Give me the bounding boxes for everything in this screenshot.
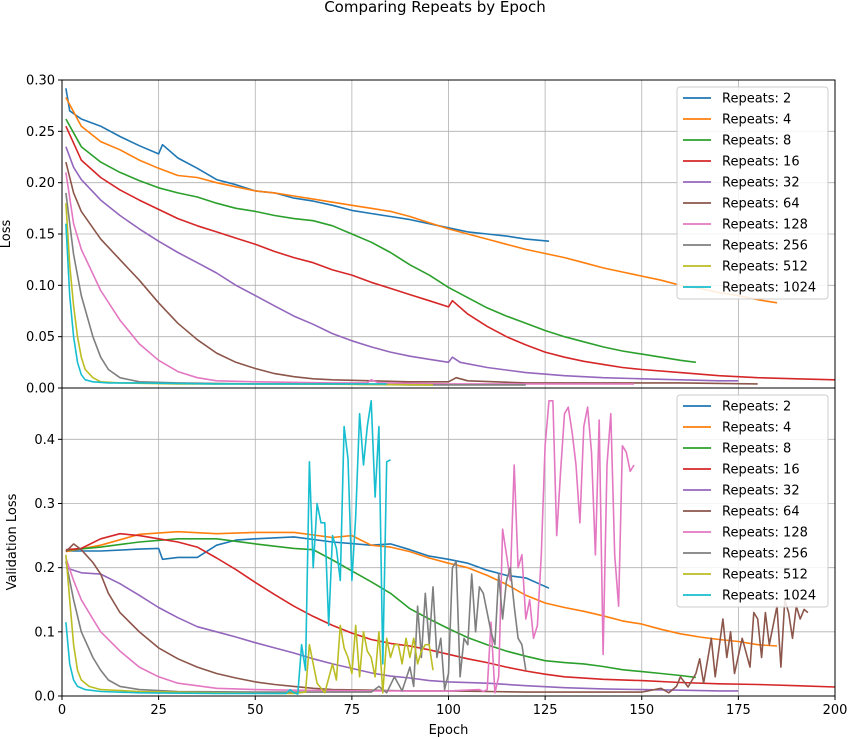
- y-tick-label: 0.30: [26, 74, 55, 89]
- legend-entry-label: Repeats: 4: [722, 421, 791, 436]
- y-tick-label: 0.0: [34, 690, 55, 705]
- series-line-repeats-32: [65, 146, 739, 382]
- y-tick-label: 0.05: [26, 330, 55, 345]
- x-tick-label: 100: [436, 703, 461, 718]
- x-tick-label: 150: [629, 703, 654, 718]
- x-tick-label: 175: [726, 703, 751, 718]
- series-line-repeats-16: [65, 125, 835, 381]
- series-line-repeats-128: [65, 400, 635, 694]
- legend: Repeats: 2 Repeats: 4 Repeats: 8 Repeats: 1…: [676, 86, 829, 300]
- legend-entry-label: Repeats: 32: [722, 176, 800, 191]
- series-line-repeats-64: [65, 543, 809, 694]
- legend-entry-label: Repeats: 128: [722, 218, 808, 233]
- legend-entry-label: Repeats: 1024: [722, 281, 816, 296]
- series-line-repeats-8: [65, 118, 697, 364]
- x-tick-label: 25: [150, 703, 167, 718]
- legend-entry-label: Repeats: 512: [722, 568, 808, 583]
- x-tick-label: 0: [58, 703, 66, 718]
- y-tick-label: 0.00: [26, 382, 55, 397]
- legend-entry-label: Repeats: 16: [722, 463, 800, 478]
- legend-entry-label: Repeats: 64: [722, 197, 800, 212]
- series-line-repeats-8: [65, 538, 696, 679]
- y-tick-label: 0.1: [34, 625, 55, 640]
- y-tick-label: 0.20: [26, 176, 55, 191]
- series-line-repeats-1024: [65, 400, 391, 695]
- legend-entry-label: Repeats: 8: [722, 134, 791, 149]
- series-line-repeats-256: [65, 560, 527, 694]
- legend-entry-label: Repeats: 256: [722, 547, 808, 562]
- y-tick-label: 0.15: [26, 228, 55, 243]
- series-line-repeats-16: [65, 532, 835, 688]
- legend-entry-label: Repeats: 256: [722, 239, 808, 254]
- legend-entry-label: Repeats: 4: [722, 113, 791, 128]
- series-line-repeats-2: [65, 88, 550, 242]
- y-tick-label: 0.4: [34, 433, 55, 448]
- x-tick-label: 200: [823, 703, 848, 718]
- x-tick-label: 75: [344, 703, 361, 718]
- series-line-repeats-512: [65, 554, 434, 695]
- series-line-repeats-2: [65, 536, 550, 589]
- figure-title: Comparing Repeats by Epoch: [324, 0, 546, 16]
- legend-entry-label: Repeats: 8: [722, 442, 791, 457]
- series-line-repeats-64: [65, 161, 758, 385]
- loss-panel: 0.00 0.05 0.10 0.15 0.20 0.25 0.30 Loss Repeats:…: [0, 74, 836, 397]
- legend-entry-label: Repeats: 128: [722, 526, 808, 541]
- legend: Repeats: 2 Repeats: 4 Repeats: 8 Repeats: 1…: [676, 394, 829, 608]
- x-tick-label: 125: [533, 703, 558, 718]
- y-tick-label: 0.2: [34, 561, 55, 576]
- y-tick-label: 0.3: [34, 497, 55, 512]
- y-axis-label: Loss: [0, 220, 14, 249]
- legend-entry-label: Repeats: 512: [722, 260, 808, 275]
- y-axis-label: Validation Loss: [5, 493, 20, 590]
- legend-entry-label: Repeats: 2: [722, 92, 791, 107]
- series-line-repeats-128: [65, 172, 634, 385]
- series-line-repeats-4: [65, 530, 778, 647]
- y-tick-label: 0.25: [26, 125, 55, 140]
- legend-entry-label: Repeats: 32: [722, 484, 800, 499]
- legend-box: [676, 86, 829, 300]
- series-line-repeats-4: [65, 97, 778, 304]
- x-tick-label: 50: [247, 703, 264, 718]
- legend-box: [676, 394, 829, 608]
- legend-entry-label: Repeats: 2: [722, 400, 791, 415]
- y-tick-label: 0.10: [26, 279, 55, 294]
- legend-entry-label: Repeats: 64: [722, 505, 800, 520]
- series-line-repeats-1024: [65, 223, 387, 385]
- x-axis-label: Epoch: [429, 723, 469, 738]
- legend-entry-label: Repeats: 16: [722, 155, 800, 170]
- validation-loss-panel: 0.0 0.1 0.2 0.3 0.4 0 25 50 75 100 125 150 175 200 Val…: [5, 387, 848, 738]
- legend-entry-label: Repeats: 1024: [722, 589, 816, 604]
